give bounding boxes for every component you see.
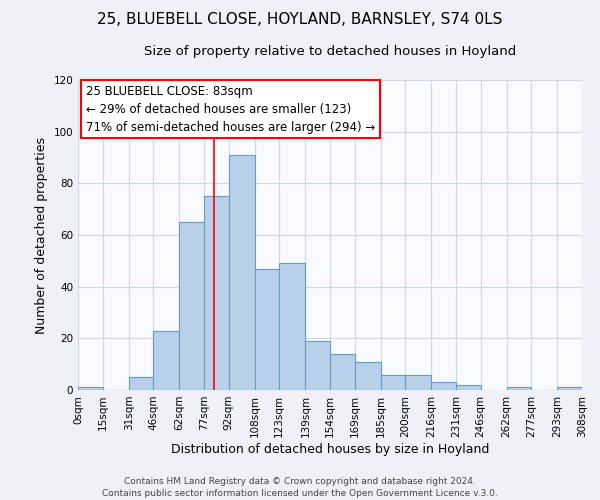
Bar bbox=[557, 388, 582, 390]
Text: 25 BLUEBELL CLOSE: 83sqm
← 29% of detached houses are smaller (123)
71% of semi-: 25 BLUEBELL CLOSE: 83sqm ← 29% of detach… bbox=[86, 84, 375, 134]
Y-axis label: Number of detached properties: Number of detached properties bbox=[35, 136, 48, 334]
Bar bbox=[179, 222, 204, 390]
Bar bbox=[381, 374, 405, 390]
Bar bbox=[229, 155, 255, 390]
Bar bbox=[204, 196, 229, 390]
Bar bbox=[405, 374, 431, 390]
Bar bbox=[507, 388, 531, 390]
X-axis label: Distribution of detached houses by size in Hoyland: Distribution of detached houses by size … bbox=[171, 442, 489, 456]
Bar bbox=[255, 268, 279, 390]
Bar bbox=[330, 354, 355, 390]
Bar bbox=[305, 341, 330, 390]
Bar bbox=[78, 388, 103, 390]
Bar bbox=[153, 330, 179, 390]
Bar bbox=[129, 377, 153, 390]
Bar bbox=[431, 382, 456, 390]
Title: Size of property relative to detached houses in Hoyland: Size of property relative to detached ho… bbox=[144, 45, 516, 58]
Bar bbox=[279, 264, 305, 390]
Text: 25, BLUEBELL CLOSE, HOYLAND, BARNSLEY, S74 0LS: 25, BLUEBELL CLOSE, HOYLAND, BARNSLEY, S… bbox=[97, 12, 503, 28]
Text: Contains HM Land Registry data © Crown copyright and database right 2024.
Contai: Contains HM Land Registry data © Crown c… bbox=[102, 476, 498, 498]
Bar bbox=[456, 385, 481, 390]
Bar bbox=[355, 362, 381, 390]
